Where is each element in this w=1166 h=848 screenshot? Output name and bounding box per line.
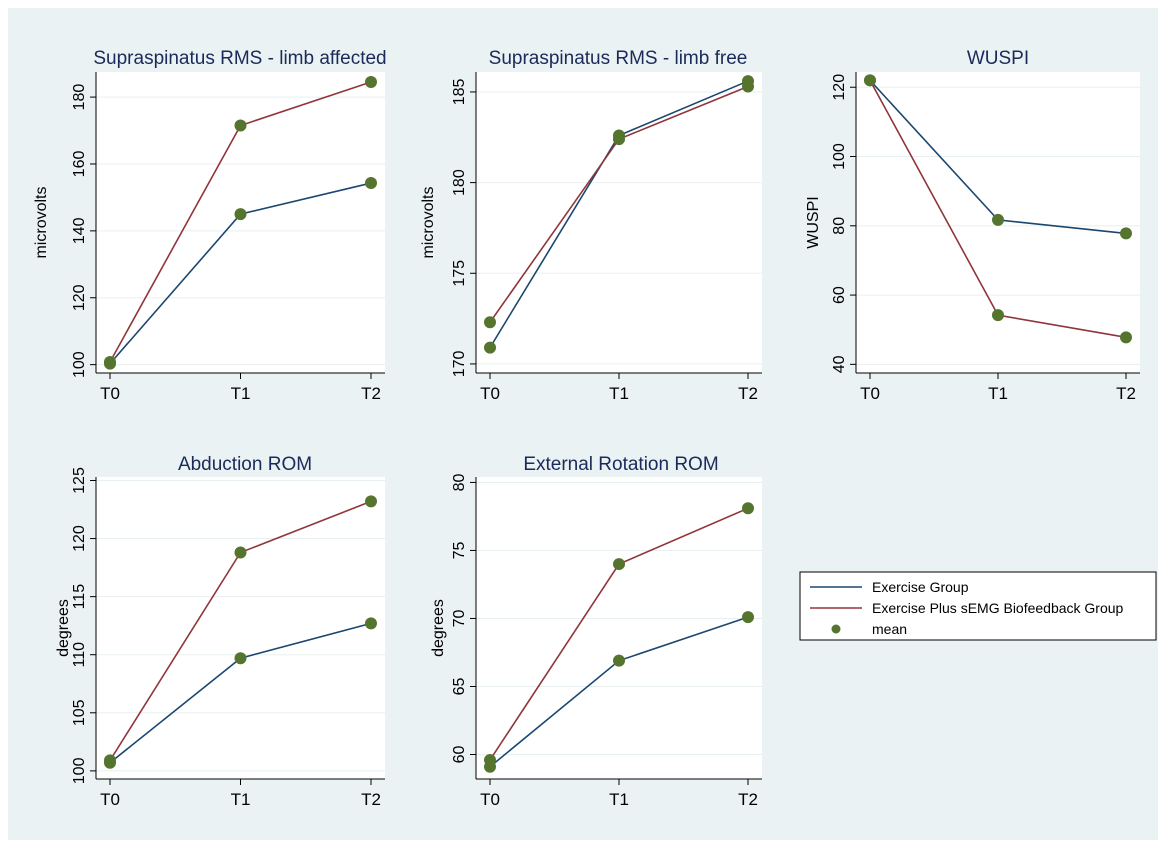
y-tick-label: 105 [71, 699, 88, 726]
plot-area [476, 477, 762, 779]
chart-panel: 170 175 180 185 T0 T1 T2 Supraspinatus RMS - li… [420, 48, 762, 403]
y-tick-label: 100 [71, 351, 88, 378]
y-tick-label: 110 [71, 642, 88, 668]
chart-title: Abduction ROM [178, 454, 312, 475]
y-axis-label: degrees [430, 599, 447, 657]
y-tick-label: 180 [71, 84, 88, 111]
x-tick-label: T1 [231, 384, 251, 403]
x-tick-label: T1 [231, 790, 251, 809]
mean-point [742, 502, 754, 515]
x-tick-label: T1 [609, 790, 629, 809]
mean-point [365, 495, 377, 508]
legend-label: mean [872, 621, 907, 637]
x-tick-label: T2 [361, 384, 381, 403]
mean-point [1120, 227, 1132, 240]
mean-point [742, 611, 754, 624]
chart-title: External Rotation ROM [523, 454, 718, 475]
y-axis-label: microvolts [420, 186, 437, 258]
mean-point [992, 213, 1004, 226]
x-tick-label: T2 [1116, 384, 1136, 403]
mean-point [484, 341, 496, 354]
y-tick-label: 140 [71, 217, 88, 244]
chart-title: WUSPI [967, 48, 1029, 69]
mean-point [742, 80, 754, 93]
x-tick-label: T0 [480, 384, 500, 403]
chart-panel: 100 120 140 160 180 T0 T1 T2 Supraspinatus RMS -… [33, 48, 387, 403]
y-tick-label: 125 [71, 467, 88, 494]
mean-point [484, 753, 496, 766]
mean-point [365, 76, 377, 89]
x-tick-label: T0 [100, 790, 120, 809]
plot-area [476, 72, 762, 373]
y-tick-label: 120 [831, 74, 848, 101]
y-tick-label: 100 [71, 757, 88, 784]
mean-point [864, 74, 876, 87]
mean-point [104, 754, 116, 767]
chart-panel: 100 105 110 115 120 125 T0 T1 T2 Abduction ROM deg… [55, 454, 385, 809]
legend: Exercise Group Exercise Plus sEMG Biofeed… [799, 571, 1157, 641]
y-tick-label: 80 [831, 217, 848, 235]
legend-box [799, 571, 1157, 641]
legend-label: Exercise Plus sEMG Biofeedback Group [872, 600, 1124, 616]
y-tick-label: 175 [451, 260, 468, 287]
chart-panel: 40 60 80 100 120 T0 T1 T2 WUSPI WUSPI [805, 48, 1140, 403]
x-tick-label: T0 [100, 384, 120, 403]
x-tick-label: T0 [480, 790, 500, 809]
plot-area [96, 72, 385, 373]
x-tick-label: T1 [609, 384, 629, 403]
y-tick-label: 65 [451, 677, 468, 695]
y-tick-label: 120 [71, 525, 88, 552]
y-tick-label: 100 [831, 143, 848, 170]
y-tick-label: 60 [831, 286, 848, 304]
y-tick-label: 60 [451, 746, 468, 764]
x-tick-label: T1 [988, 384, 1008, 403]
y-tick-label: 185 [451, 79, 468, 106]
mean-point [992, 309, 1004, 322]
legend-swatch-marker [831, 624, 841, 634]
y-axis-label: degrees [55, 599, 72, 657]
mean-point [613, 654, 625, 667]
mean-point [484, 316, 496, 329]
y-tick-label: 70 [451, 609, 468, 627]
mean-point [234, 652, 247, 665]
chart-title: Supraspinatus RMS - limb affected [93, 48, 386, 69]
mean-point [234, 546, 247, 559]
x-tick-label: T2 [361, 790, 381, 809]
mean-point [104, 355, 116, 368]
chart-title: Supraspinatus RMS - limb free [489, 48, 748, 69]
legend-label: Exercise Group [872, 579, 969, 595]
plot-area [96, 477, 385, 779]
y-axis-label: microvolts [33, 186, 50, 258]
y-tick-label: 180 [451, 169, 468, 196]
mean-point [1120, 331, 1132, 344]
y-tick-label: 40 [831, 355, 848, 373]
x-tick-label: T2 [738, 790, 758, 809]
y-tick-label: 80 [451, 473, 468, 491]
chart-panel: 60 65 70 75 80 T0 T1 T2 External Rotation ROM deg… [430, 454, 762, 809]
mean-point [365, 177, 377, 190]
x-tick-label: T0 [860, 384, 880, 403]
y-axis-label: WUSPI [805, 196, 822, 248]
y-tick-label: 115 [71, 584, 88, 610]
mean-point [234, 119, 247, 132]
y-tick-label: 75 [451, 541, 468, 559]
x-tick-label: T2 [738, 384, 758, 403]
y-tick-label: 160 [71, 151, 88, 178]
y-tick-label: 170 [451, 350, 468, 377]
mean-point [365, 617, 377, 630]
mean-point [234, 208, 247, 221]
mean-point [613, 133, 625, 146]
y-tick-label: 120 [71, 284, 88, 311]
mean-point [613, 558, 625, 571]
